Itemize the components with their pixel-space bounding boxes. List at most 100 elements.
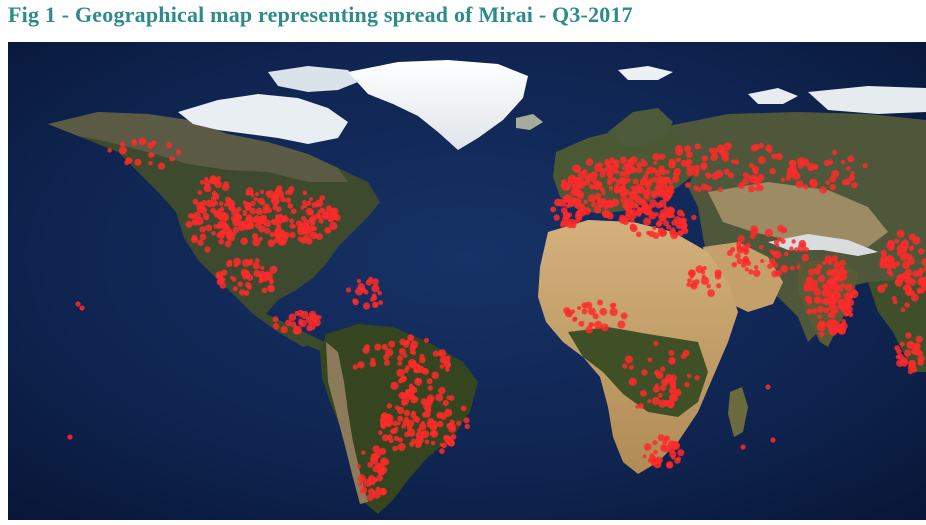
infection-marker (259, 189, 265, 195)
infection-marker (426, 394, 435, 403)
infection-marker (880, 249, 887, 257)
infection-marker (296, 329, 302, 335)
infection-marker (396, 421, 401, 426)
infection-marker (430, 440, 436, 446)
infection-marker (603, 205, 608, 210)
infection-marker (378, 430, 383, 436)
infection-marker (578, 171, 586, 179)
infection-marker (398, 348, 406, 356)
infection-marker (806, 277, 813, 283)
infection-marker (306, 200, 312, 206)
infection-marker (676, 209, 684, 217)
infection-marker (611, 158, 617, 165)
infection-marker (311, 226, 316, 231)
infection-marker (409, 361, 418, 369)
infection-marker (309, 231, 318, 240)
infection-marker (693, 279, 700, 286)
infection-marker (693, 164, 701, 173)
infection-marker (369, 360, 377, 368)
infection-marker (828, 295, 833, 301)
infection-marker (611, 302, 617, 308)
infection-marker (795, 180, 804, 189)
infection-marker (816, 305, 825, 313)
infection-marker (813, 268, 820, 275)
infection-marker (67, 434, 73, 440)
infection-marker (185, 220, 193, 228)
infection-marker (380, 413, 388, 421)
infection-marker (562, 182, 572, 191)
infection-marker (409, 344, 417, 352)
infection-marker (708, 147, 714, 153)
infection-marker (668, 158, 676, 165)
infection-marker (430, 430, 439, 438)
infection-marker (612, 177, 617, 182)
infection-marker (445, 367, 450, 372)
infection-marker (921, 258, 926, 266)
infection-marker (195, 216, 204, 226)
infection-marker (392, 420, 398, 427)
infection-marker (305, 207, 314, 216)
infection-marker (356, 278, 362, 284)
infection-marker (285, 197, 292, 204)
infection-marker (678, 231, 684, 236)
infection-marker (119, 146, 127, 155)
infection-marker (695, 265, 704, 274)
infection-marker (403, 353, 408, 358)
infection-marker (280, 326, 288, 334)
infection-marker (736, 258, 743, 265)
infection-marker (438, 386, 446, 395)
infection-marker (277, 213, 284, 220)
infection-marker (862, 163, 868, 169)
infection-marker (847, 155, 855, 163)
infection-marker (664, 377, 670, 384)
infection-marker (426, 378, 433, 385)
infection-marker (666, 194, 672, 200)
infection-marker (272, 323, 280, 330)
infection-marker (432, 350, 440, 357)
infection-marker (187, 213, 194, 219)
infection-marker (380, 457, 388, 465)
infection-marker (700, 183, 708, 190)
infection-marker (307, 322, 316, 331)
infection-marker (668, 184, 674, 190)
land-asia-arctic-ice (808, 86, 926, 114)
infection-marker (636, 212, 642, 217)
infection-marker (771, 153, 777, 160)
infection-marker (574, 218, 581, 224)
infection-marker (331, 208, 337, 214)
infection-marker (371, 278, 379, 286)
infection-marker (397, 361, 403, 366)
infection-marker (588, 322, 594, 328)
infection-marker (245, 281, 251, 288)
infection-marker (801, 158, 810, 167)
infection-marker (625, 197, 634, 206)
infection-marker (626, 177, 631, 183)
infection-marker (599, 307, 608, 316)
infection-marker (706, 284, 711, 289)
infection-marker (624, 355, 634, 364)
infection-marker (758, 245, 764, 250)
infection-marker (680, 353, 687, 360)
infection-marker (639, 403, 644, 408)
infection-marker (302, 190, 308, 196)
infection-marker (345, 287, 352, 293)
infection-marker (752, 143, 760, 151)
infection-marker (244, 216, 253, 224)
infection-marker (905, 332, 912, 339)
infection-marker (676, 456, 682, 461)
infection-marker (653, 341, 659, 347)
infection-marker (615, 164, 620, 169)
infection-marker (683, 161, 690, 167)
infection-marker (252, 237, 261, 247)
infection-marker (251, 233, 259, 240)
infection-marker (880, 255, 888, 263)
infection-marker (652, 225, 657, 230)
infection-marker (264, 227, 271, 234)
infection-marker (743, 249, 749, 256)
infection-marker (780, 265, 789, 273)
infection-marker (822, 260, 827, 265)
infection-marker (308, 310, 317, 319)
infection-marker (587, 194, 597, 203)
infection-marker (654, 369, 660, 376)
infection-marker (660, 366, 666, 372)
